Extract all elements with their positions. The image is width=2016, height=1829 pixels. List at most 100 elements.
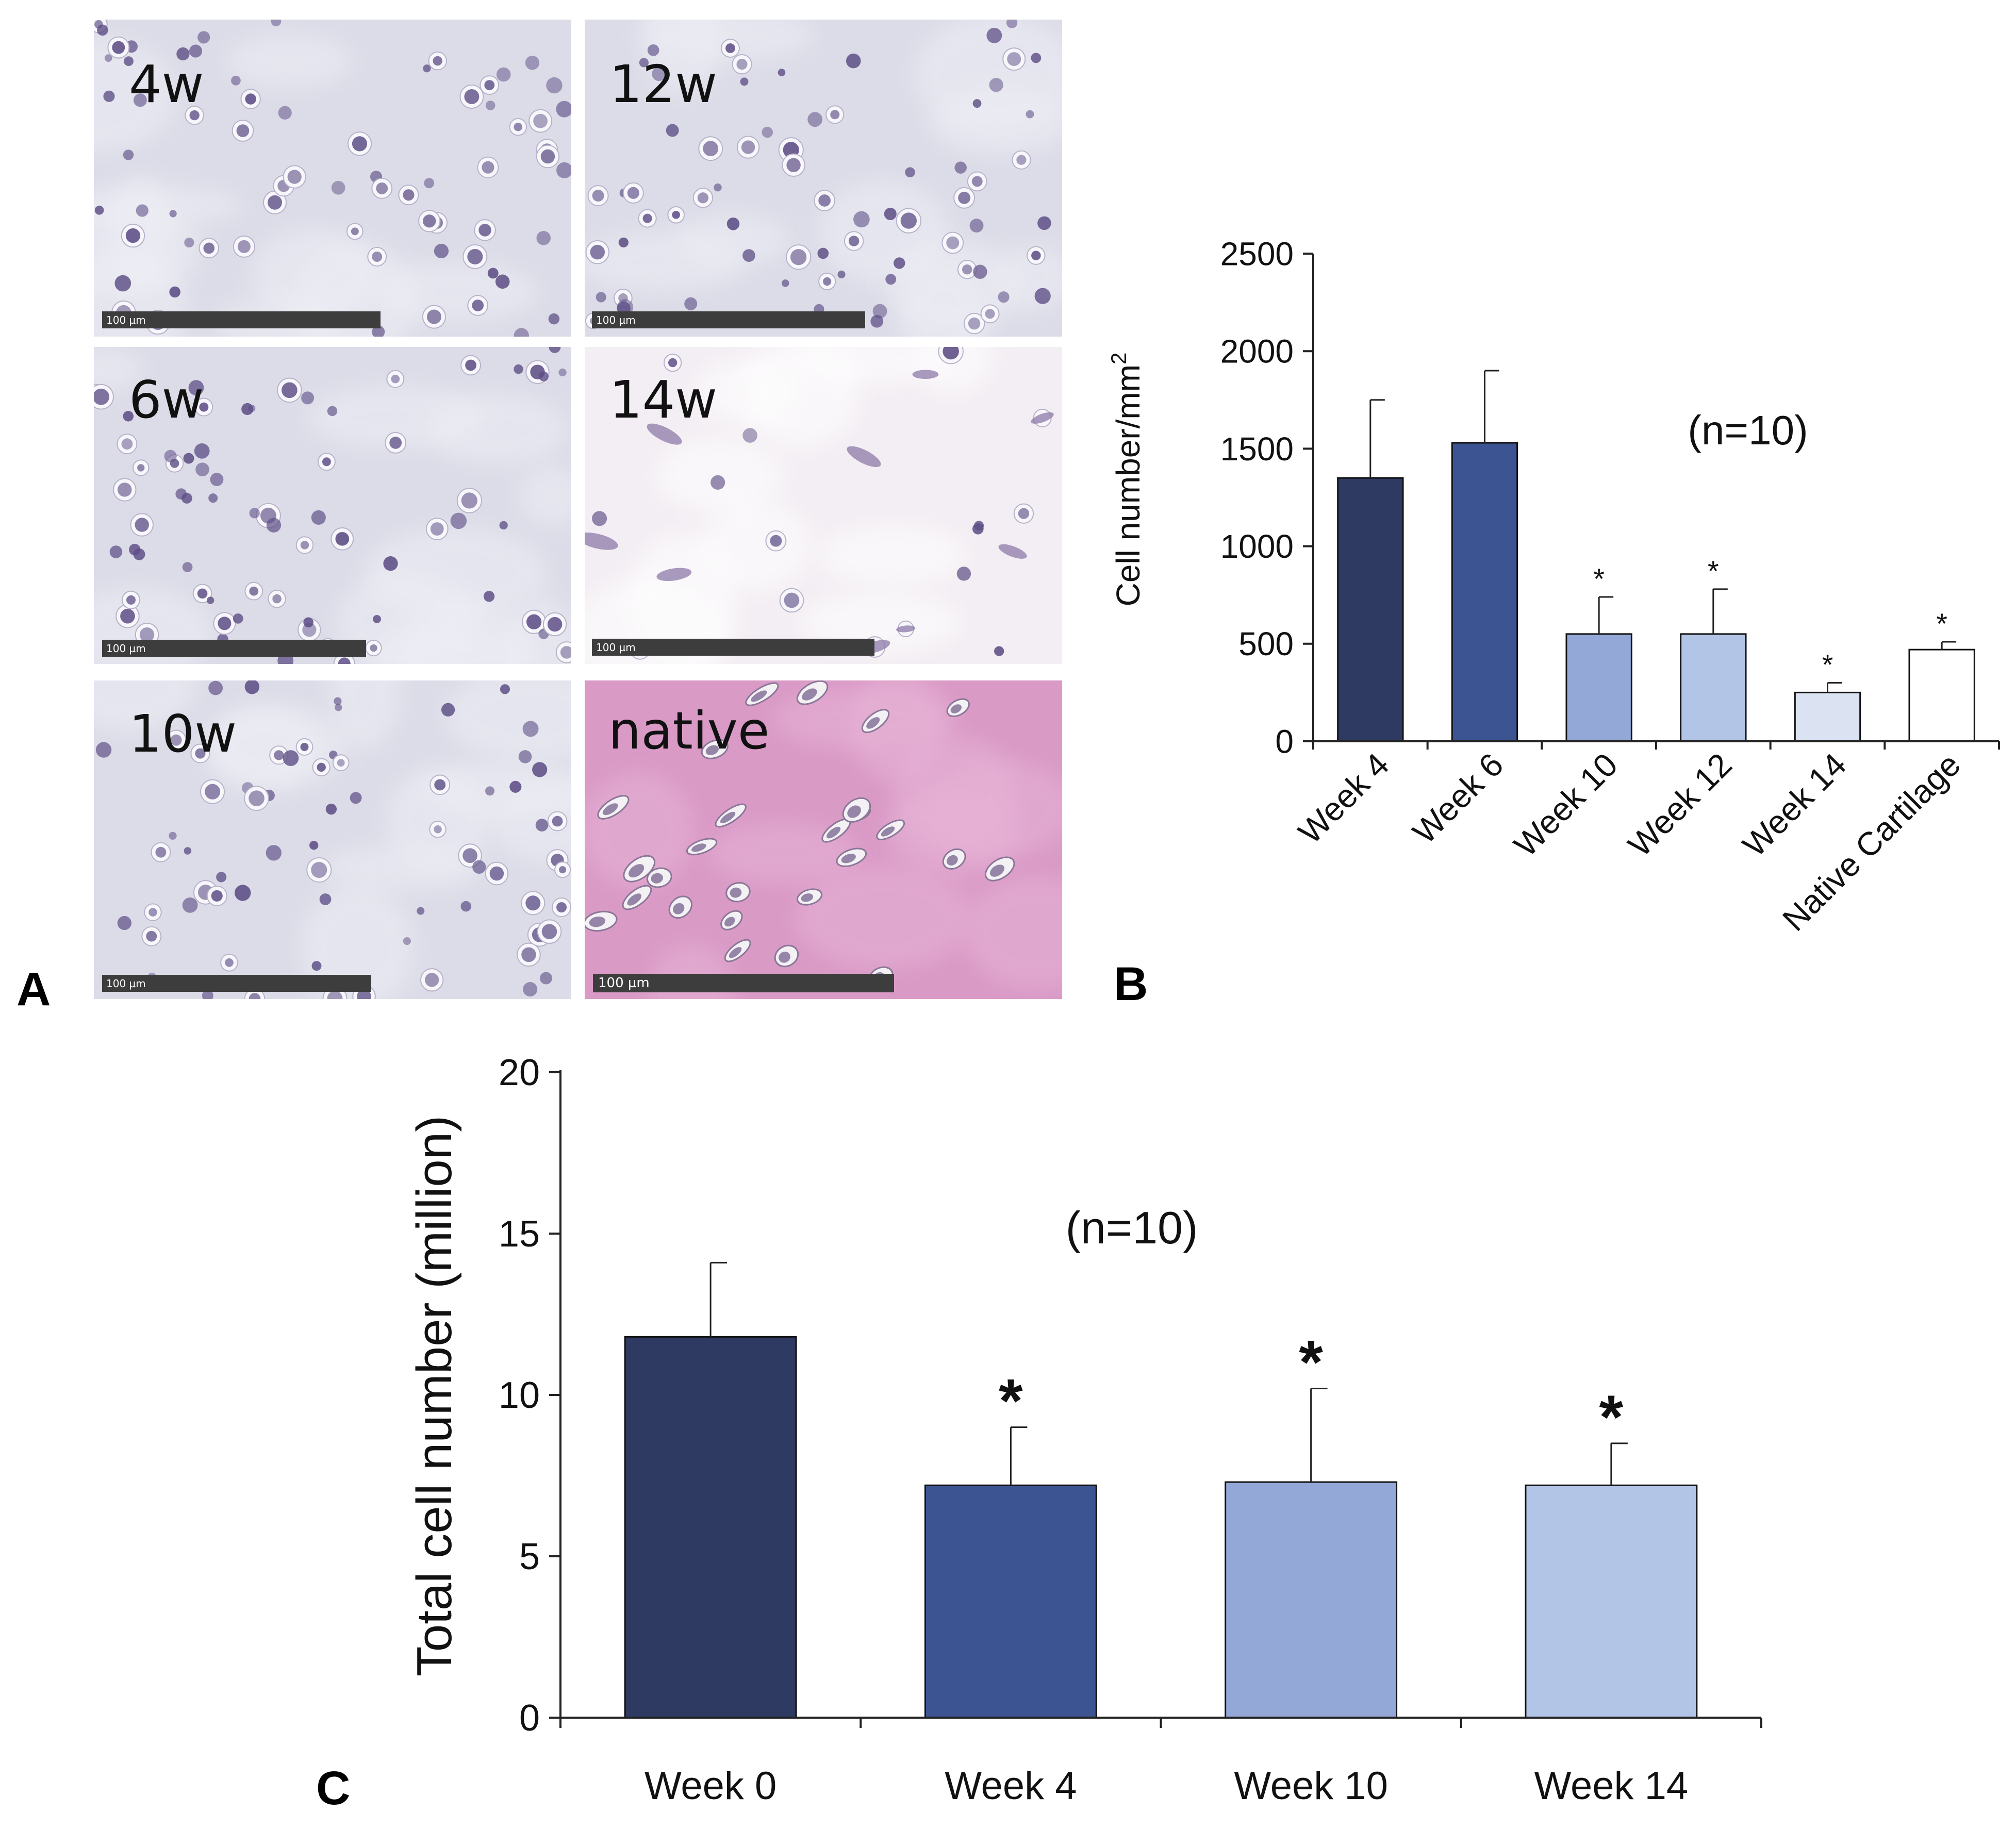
cell-nucleus [424, 973, 439, 987]
cell-nucleus [434, 825, 442, 834]
cell-nucleus [647, 423, 682, 445]
chart-c-significance-star: * [1599, 1383, 1624, 1452]
scale-bar-label: 100 µm [598, 975, 650, 991]
cell-nucleus [370, 644, 377, 652]
cell-nucleus [327, 406, 338, 417]
micrograph-cells [94, 347, 571, 664]
micrograph-blotch [94, 348, 144, 392]
cell-nucleus [423, 64, 431, 73]
cell-nucleus [249, 790, 265, 807]
chart-b-bar [1451, 442, 1518, 742]
cell-nucleus [1037, 216, 1051, 230]
cell-nucleus [514, 364, 523, 374]
scale-bar [592, 639, 874, 656]
chart-b-bar [1337, 477, 1404, 742]
cell-nucleus [460, 901, 472, 912]
cell-nucleus [218, 617, 232, 630]
micrograph-cells [94, 20, 571, 337]
cell-nucleus [642, 213, 652, 223]
cell-nucleus [244, 680, 260, 694]
cell-nucleus [266, 845, 282, 861]
chart-b-ytick-label: 1000 [1220, 528, 1294, 565]
chondrocyte-lacuna [720, 910, 743, 930]
chart-b-significance-star: * [1936, 607, 1947, 640]
cell-nucleus [208, 680, 223, 695]
cell-nucleus [495, 274, 510, 289]
chondrocyte-lacuna [701, 739, 729, 759]
cell-nucleus [467, 248, 483, 264]
micrograph-label: 6w [129, 370, 204, 430]
micrograph-5: 100 µm native [585, 680, 1062, 999]
cell-nucleus [509, 780, 522, 793]
cell-nucleus [472, 300, 484, 311]
chart-b-category-label: Week 4 [1291, 746, 1396, 851]
chart-c-ytick-label: 20 [499, 1052, 540, 1093]
chart-c-bar [624, 1336, 797, 1719]
cell-nucleus [547, 617, 563, 632]
cell-nucleus [197, 31, 210, 44]
cell-nucleus [639, 58, 649, 68]
chart-c-ylabel: Total cell number (million) [407, 1116, 462, 1676]
cell-nucleus [426, 309, 441, 324]
chart-b-annotation: (n=10) [1688, 407, 1808, 453]
cell-nucleus [211, 890, 223, 902]
cell-nucleus [848, 236, 860, 246]
cell-nucleus [651, 873, 663, 884]
cell-nucleus [133, 93, 147, 107]
cell-nucleus [334, 697, 342, 705]
cell-nucleus [647, 44, 659, 56]
cell-nucleus [350, 792, 362, 804]
cell-nucleus [188, 380, 204, 396]
cell-nucleus [199, 402, 209, 412]
cell-nucleus [523, 982, 538, 997]
cell-nucleus [672, 210, 680, 219]
cell-nucleus [884, 208, 897, 221]
cell-nucleus [724, 917, 735, 927]
chart-b-ylabel-superscript: 2 [1106, 353, 1131, 364]
scale-bar [592, 311, 865, 328]
chondrocyte-lacuna [984, 856, 1015, 882]
cell-nucleus [117, 916, 131, 930]
cell-nucleus [266, 518, 282, 533]
cell-nucleus [556, 162, 571, 178]
cell-nucleus [184, 847, 192, 855]
cell-nucleus [181, 493, 192, 504]
cell-nucleus [969, 219, 984, 233]
cell-nucleus [283, 750, 299, 767]
chart-c-significance-star: * [1299, 1327, 1323, 1396]
micrograph-label: 14w [609, 370, 717, 430]
cell-nucleus [268, 195, 283, 210]
cell-nucleus [148, 908, 157, 917]
cell-nucleus [301, 391, 315, 405]
cell-nucleus [271, 20, 282, 27]
chondrocyte-lacuna [842, 797, 871, 823]
cell-nucleus [710, 475, 725, 490]
cell-nucleus [585, 533, 618, 550]
cell-nucleus [434, 779, 446, 791]
scale-bar [102, 311, 381, 328]
cell-nucleus [830, 110, 840, 120]
cell-nucleus [430, 522, 444, 536]
micrograph-blotch [94, 37, 177, 152]
scale-bar-label: 100 µm [106, 314, 146, 326]
cell-nucleus [548, 313, 560, 325]
cell-nucleus [779, 951, 790, 963]
cell-nucleus [210, 473, 224, 486]
cell-nucleus [742, 428, 757, 443]
cell-nucleus [556, 101, 571, 118]
micrograph-blotch [306, 385, 486, 449]
chondrocyte-lacuna [796, 680, 829, 705]
micrograph-blotch [94, 680, 196, 732]
cell-nucleus [146, 930, 157, 942]
cell-nucleus [546, 77, 563, 94]
chart-b-bar [1794, 691, 1861, 742]
panel-c-letter: C [316, 1762, 350, 1815]
micrograph-2: 100 µm 6w [94, 347, 571, 664]
cell-nucleus [423, 214, 436, 228]
cell-nucleus [526, 614, 542, 629]
cell-nucleus [618, 237, 629, 247]
cell-nucleus [870, 314, 884, 328]
cell-nucleus [790, 249, 807, 265]
cell-nucleus [514, 122, 523, 131]
